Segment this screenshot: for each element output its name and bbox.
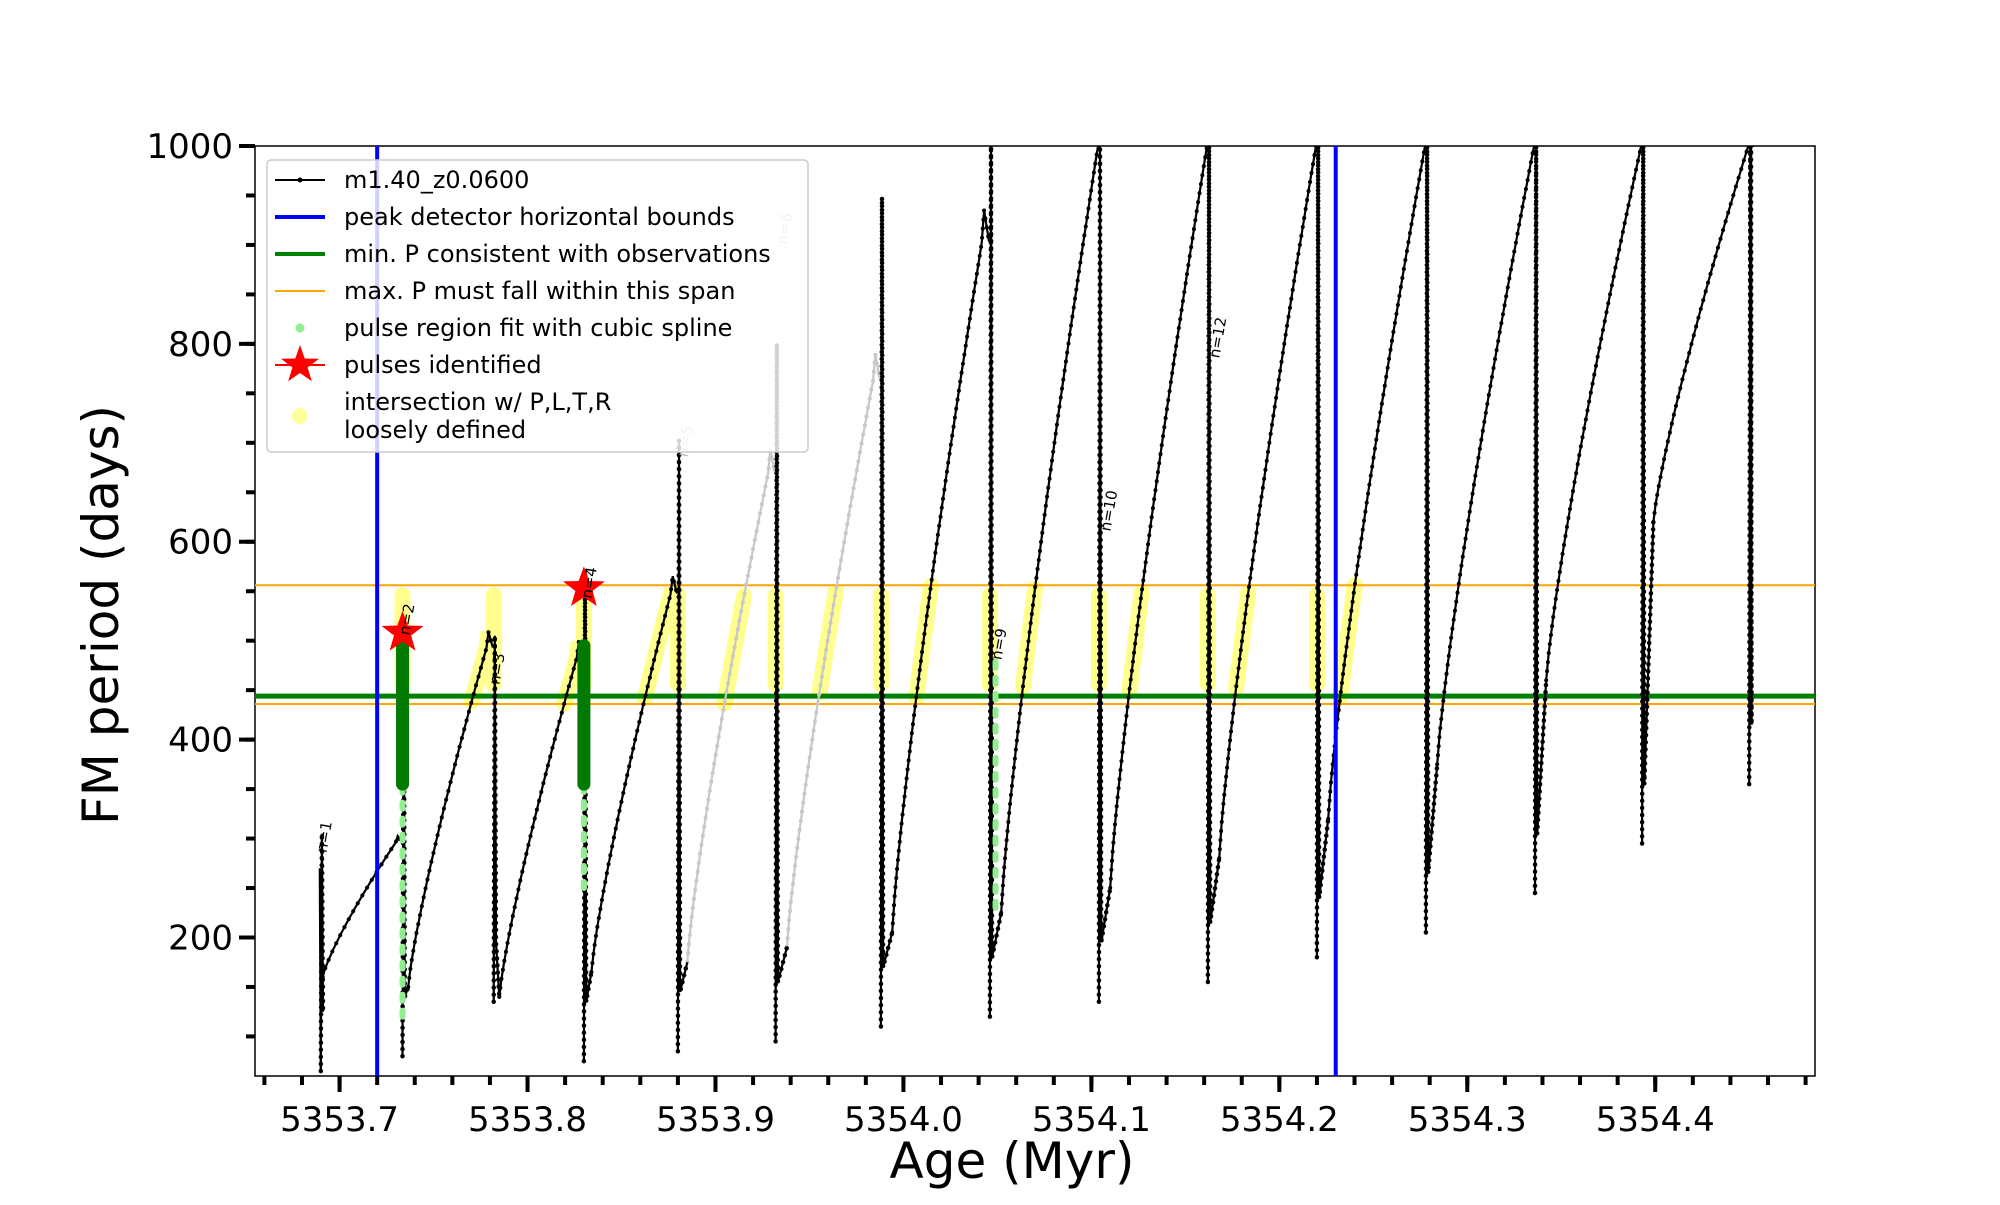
track-rise-segment — [1109, 146, 1209, 889]
track-rise-segment — [1436, 146, 1536, 765]
legend-handle-star — [281, 345, 319, 382]
spline-fit-regions — [396, 634, 999, 1020]
legend-handle-dot — [295, 323, 305, 333]
track-rise-segment — [1000, 146, 1100, 913]
axes-border — [254, 145, 1816, 1077]
y-tick-label: 600 — [168, 523, 233, 563]
x-axis-label: Age (Myr) — [890, 1132, 1135, 1190]
track-rise-markers — [890, 209, 991, 935]
y-tick-label: 1000 — [146, 127, 233, 167]
cycle-annotation: n=4 — [578, 566, 601, 600]
track-rise-segment — [1652, 146, 1750, 523]
track-rise-markers — [497, 641, 585, 999]
track-lead-in — [318, 868, 322, 1072]
axis-ticks: 5353.7 5353.8 5353.9 5354.0 5354.1 5354.2 5354… — [146, 127, 1808, 1140]
legend-box — [266, 159, 809, 453]
cycle-annotation: n=2 — [395, 602, 418, 636]
track-spike-markers — [318, 833, 326, 1074]
track-rise-markers — [406, 631, 495, 989]
cycle-annotation: n=9 — [987, 627, 1010, 661]
track-rise-segment — [1218, 146, 1318, 859]
track-rise-markers — [589, 575, 679, 975]
track-spike-markers — [675, 440, 690, 1054]
track-spike-markers — [878, 197, 895, 1029]
cycle-annotation: n=1 — [313, 820, 336, 854]
legend-label: pulses identified — [344, 351, 542, 379]
legend-label: min. P consistent with observations — [344, 240, 771, 268]
track-spike-markers — [1532, 146, 1549, 896]
x-tick-label: 5354.2 — [1220, 1100, 1339, 1140]
x-tick-label: 5353.8 — [468, 1100, 587, 1140]
track-rise-segment — [1327, 146, 1427, 819]
y-axis-label: FM period (days) — [72, 405, 130, 825]
track-spike-markers — [1639, 146, 1656, 846]
legend-label: max. P must fall within this span — [344, 277, 735, 305]
legend-handle-blob — [292, 408, 308, 424]
track-spike-markers — [1096, 146, 1113, 1005]
y-tick-label: 800 — [168, 325, 233, 365]
legend-label: pulse region fit with cubic spline — [344, 314, 732, 342]
x-tick-label: 5353.9 — [656, 1100, 775, 1140]
track-rise-segment — [1545, 146, 1643, 681]
track-spike-markers — [987, 146, 1004, 1019]
x-tick-label: 5354.4 — [1596, 1100, 1715, 1140]
track-spike-markers — [1423, 146, 1440, 935]
y-tick-label: 400 — [168, 721, 233, 761]
track-rise-markers — [784, 353, 882, 950]
pulse-star-marker — [563, 566, 605, 606]
legend-label-line2: loosely defined — [344, 416, 526, 444]
track-rise-markers — [1326, 146, 1427, 821]
cycle-annotation: n=3 — [486, 652, 509, 686]
plot-area: n=1n=2n=3n=4n=5n=6n=9n=10n=12 — [255, 146, 1815, 1076]
track-spike-markers — [491, 635, 502, 1005]
track-spike-markers — [1205, 146, 1222, 985]
legend-label: intersection w/ P,L,T,R — [344, 388, 611, 416]
track-rise-markers — [685, 449, 777, 965]
legend-label: m1.40_z0.0600 — [344, 166, 529, 194]
track-rise-markers — [1435, 146, 1536, 767]
axes-frame — [254, 145, 1816, 1077]
track-rise-markers — [1651, 146, 1751, 524]
legend-label: peak detector horizontal bounds — [344, 203, 735, 231]
track-spike-markers — [1314, 146, 1331, 960]
track-rise-markers — [1544, 146, 1644, 683]
track-rise-markers — [1108, 146, 1209, 890]
x-tick-label: 5354.1 — [1032, 1100, 1151, 1140]
track-rise-segment — [321, 833, 403, 978]
track-rise-markers — [1217, 146, 1318, 861]
y-tick-label: 200 — [168, 918, 233, 958]
x-tick-label: 5354.3 — [1408, 1100, 1527, 1140]
legend-handle-track-marker — [297, 177, 303, 183]
track-rise-segment — [891, 209, 991, 933]
pulse-star-marker — [381, 610, 424, 651]
track-spike-markers — [1746, 146, 1754, 787]
x-tick-label: 5354.0 — [844, 1100, 963, 1140]
x-tick-label: 5353.7 — [280, 1100, 399, 1140]
track-rise-markers — [999, 146, 1100, 915]
track-spike-markers — [773, 343, 790, 1044]
track-rise-markers — [320, 831, 404, 980]
